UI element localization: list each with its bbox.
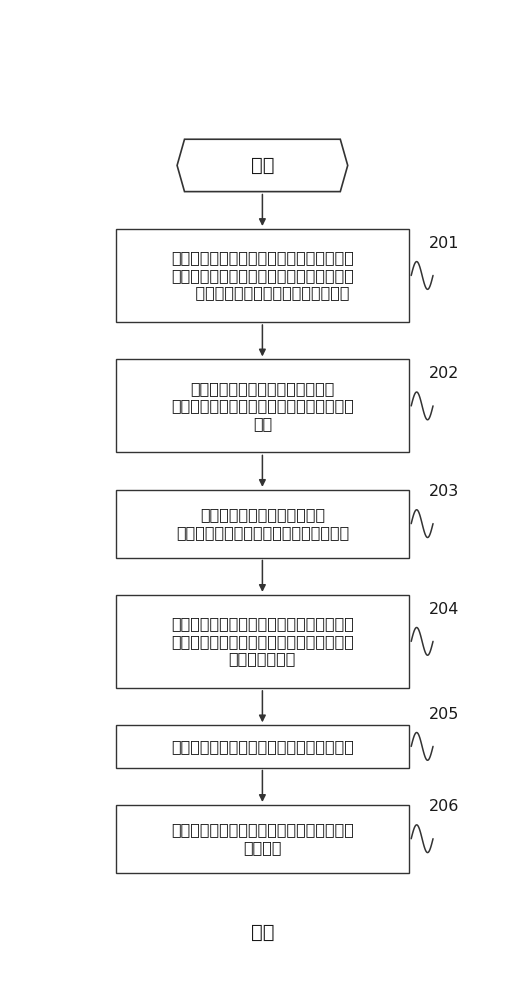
Polygon shape: [177, 139, 348, 192]
Text: 205: 205: [429, 707, 459, 722]
Text: 206: 206: [429, 799, 459, 814]
Text: 根据电量计所采集的电流值，计算
并记录电池电路在第二预设时间段内的电流
均值: 根据电量计所采集的电流值，计算 并记录电池电路在第二预设时间段内的电流 均值: [171, 381, 354, 431]
FancyBboxPatch shape: [116, 490, 409, 558]
Text: 若有效，则确定电池电路在第二预设时间段
内的电流均值为移动终端关机状态下电池电
路的关机电流值: 若有效，则确定电池电路在第二预设时间段 内的电流均值为移动终端关机状态下电池电 …: [171, 616, 354, 666]
Text: 201: 201: [429, 236, 460, 251]
Text: 204: 204: [429, 602, 459, 617]
FancyBboxPatch shape: [116, 359, 409, 452]
Text: 202: 202: [429, 366, 459, 381]
Text: 当关机电流值大于预设的漏电流阈值，发出
提醒消息: 当关机电流值大于预设的漏电流阈值，发出 提醒消息: [171, 823, 354, 855]
FancyBboxPatch shape: [116, 229, 409, 322]
Text: 开始: 开始: [251, 156, 274, 175]
FancyBboxPatch shape: [191, 891, 334, 973]
Text: 接收到关机操作指令时，向移动终端的电量
计发送第一控制指令，使电量计采集移动终
    端的电池电路在关机状态下的电流值: 接收到关机操作指令时，向移动终端的电量 计发送第一控制指令，使电量计采集移动终 …: [171, 251, 354, 300]
Text: 按照预设规则，判断电池电路
在第二预设时间段内的电流均值是否有效: 按照预设规则，判断电池电路 在第二预设时间段内的电流均值是否有效: [176, 507, 349, 540]
Text: 结束: 结束: [251, 923, 274, 942]
FancyBboxPatch shape: [116, 725, 409, 768]
FancyBboxPatch shape: [116, 805, 409, 873]
Text: 判断关机电流值是否大于预设的漏电流阈值: 判断关机电流值是否大于预设的漏电流阈值: [171, 739, 354, 754]
FancyBboxPatch shape: [116, 595, 409, 688]
Text: 203: 203: [429, 484, 459, 499]
